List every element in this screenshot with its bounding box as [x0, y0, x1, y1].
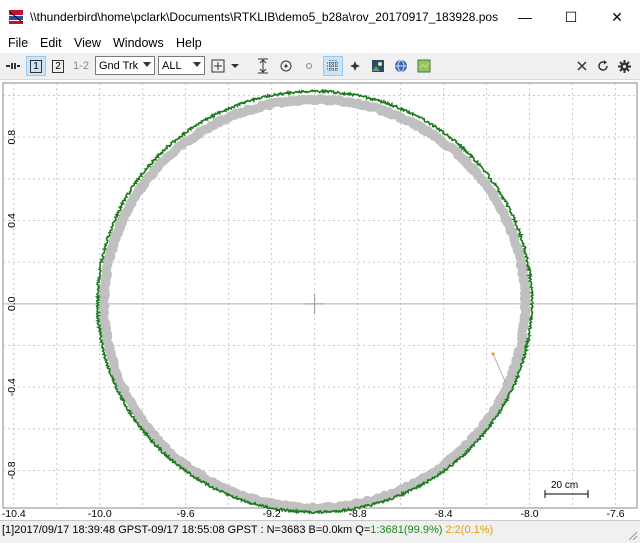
settings-icon	[617, 59, 631, 73]
reload-button[interactable]	[593, 56, 613, 76]
clear-button[interactable]	[572, 56, 592, 76]
satellite-filter-value: ALL	[162, 59, 182, 72]
x-tick-label: -7.6	[606, 508, 624, 520]
x-tick-label: -8.8	[349, 508, 367, 520]
plot-type-value: Gnd Trk	[99, 59, 139, 72]
resize-grip-icon[interactable]	[626, 529, 638, 541]
fit-vertical-button[interactable]	[253, 56, 273, 76]
status-summary: [1]2017/09/17 18:39:48 GPST-09/17 18:55:…	[2, 524, 371, 536]
connect-icon	[6, 63, 20, 69]
float-solution-track	[98, 94, 531, 514]
x-tick-label: -9.6	[177, 508, 195, 520]
chevron-down-icon	[193, 62, 201, 67]
globe-button[interactable]	[391, 56, 411, 76]
menu-edit[interactable]: Edit	[40, 36, 62, 50]
plot-1-button[interactable]: 1	[26, 56, 46, 76]
title-bar: \\thunderbird\home\pclark\Documents\RTKL…	[0, 0, 640, 34]
scale-bar-label: 20 cm	[551, 480, 579, 491]
dot-icon	[306, 63, 312, 69]
y-tick-label: 0.0	[6, 296, 18, 311]
menu-help[interactable]: Help	[176, 36, 202, 50]
plot-2-button[interactable]: 2	[48, 56, 68, 76]
x-tick-label: -8.0	[520, 508, 538, 520]
close-icon	[577, 61, 587, 71]
fix-solution-track	[94, 88, 535, 515]
map-button[interactable]	[414, 56, 434, 76]
menu-view[interactable]: View	[74, 36, 101, 50]
toolbar: 1 2 1-2 Gnd Trk ALL	[0, 53, 640, 80]
y-tick-label: 0.8	[6, 130, 18, 145]
menu-file[interactable]: File	[8, 36, 29, 50]
y-tick-label: -0.4	[6, 378, 18, 396]
y-tick-label: -0.8	[6, 461, 18, 479]
connect-button[interactable]	[3, 56, 23, 76]
minimize-button[interactable]: —	[502, 0, 548, 34]
x-tick-label: -8.4	[435, 508, 453, 520]
close-window-icon: ✕	[611, 8, 623, 25]
close-window-button[interactable]: ✕	[594, 0, 640, 34]
status-q2-count: 2:2(0.1%)	[445, 524, 494, 536]
y-tick-label: 0.4	[6, 213, 18, 228]
plot-1-label: 1	[30, 59, 42, 73]
menu-windows[interactable]: Windows	[113, 36, 164, 50]
plot-type-select[interactable]: Gnd Trk	[95, 56, 155, 75]
dot-button[interactable]	[299, 56, 319, 76]
maximize-button[interactable]: ☐	[548, 0, 594, 34]
ground-track-chart[interactable]: -10.4 -10.0 -9.6 -9.2 -8.8 -8.4 -8.0 -7.6 -0.8 -0…	[0, 80, 640, 520]
fit-vertical-icon	[258, 58, 268, 74]
menu-bar: File Edit View Windows Help	[0, 34, 640, 53]
status-bar: [1]2017/09/17 18:39:48 GPST-09/17 18:55:…	[0, 520, 640, 543]
reload-icon	[598, 60, 608, 71]
point-icon	[350, 61, 360, 71]
plot-2-label: 2	[52, 59, 64, 73]
dropdown-icon	[231, 64, 239, 68]
crosshair-button[interactable]	[208, 56, 228, 76]
status-q1-count: 1:3681(99.9%)	[370, 524, 443, 536]
plot-1-2-label: 1-2	[73, 60, 89, 72]
plot-area[interactable]: -10.4 -10.0 -9.6 -9.2 -8.8 -8.4 -8.0 -7.6 -0.8 -0…	[0, 80, 640, 520]
grid-button[interactable]	[323, 56, 343, 76]
rtkplot-app-icon	[8, 9, 24, 25]
satellite-filter-select[interactable]: ALL	[158, 56, 205, 75]
map-icon	[417, 59, 431, 73]
plot-1-2-button[interactable]: 1-2	[70, 56, 92, 76]
point-button[interactable]	[345, 56, 365, 76]
minimize-icon: —	[518, 9, 532, 25]
chevron-down-icon	[143, 62, 151, 67]
center-icon	[280, 60, 292, 72]
image-icon	[372, 60, 384, 72]
maximize-icon: ☐	[564, 8, 578, 25]
x-tick-label: -10.0	[88, 508, 112, 520]
globe-icon	[395, 59, 407, 73]
window-title: \\thunderbird\home\pclark\Documents\RTKL…	[30, 10, 499, 24]
float-point	[491, 352, 495, 356]
center-button[interactable]	[276, 56, 296, 76]
x-tick-label: -9.2	[263, 508, 281, 520]
image-button[interactable]	[368, 56, 388, 76]
crosshair-dropdown-button[interactable]	[228, 56, 242, 76]
crosshair-icon	[211, 59, 225, 73]
grid-icon	[327, 60, 339, 72]
x-tick-label: -10.4	[2, 508, 26, 520]
settings-button[interactable]	[614, 56, 634, 76]
float-excursion-line	[492, 353, 508, 387]
